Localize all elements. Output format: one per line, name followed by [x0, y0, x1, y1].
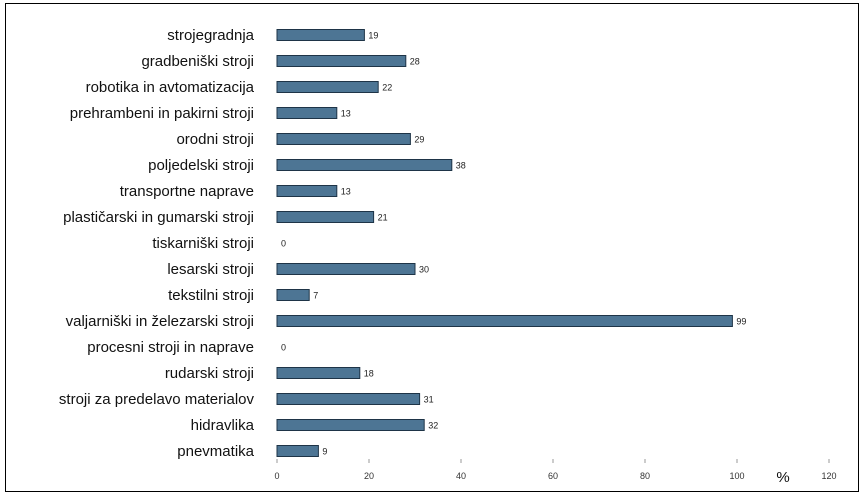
bar [276, 393, 421, 405]
value-label: 19 [368, 31, 378, 41]
value-label: 21 [378, 213, 388, 223]
value-label: 32 [428, 421, 438, 431]
bar [276, 445, 319, 457]
x-tick-label: 20 [364, 471, 374, 481]
category-label: transportne naprave [120, 183, 254, 200]
bar [276, 211, 375, 223]
value-label: 13 [341, 109, 351, 119]
category-label: tiskarniški stroji [152, 235, 254, 252]
value-label: 22 [382, 83, 392, 93]
value-label: 18 [364, 369, 374, 379]
x-tick-label: 40 [456, 471, 466, 481]
category-label: pnevmatika [177, 443, 254, 460]
category-label: poljedelski stroji [148, 157, 254, 174]
value-label: 29 [414, 135, 424, 145]
bar [276, 133, 411, 145]
x-tick-label: 80 [640, 471, 650, 481]
bar [276, 185, 338, 197]
category-label: hidravlika [191, 417, 255, 434]
value-label: 30 [419, 265, 429, 275]
x-axis-unit: % [776, 469, 789, 486]
x-tick-label: 60 [548, 471, 558, 481]
bar [276, 159, 453, 171]
bar [276, 107, 338, 119]
value-label: 31 [424, 395, 434, 405]
category-label: orodni stroji [176, 131, 254, 148]
bar [276, 81, 379, 93]
bar [276, 419, 425, 431]
value-label: 28 [410, 57, 420, 67]
value-label: 7 [313, 291, 318, 301]
bar [276, 289, 310, 301]
category-label: lesarski stroji [167, 261, 254, 278]
x-tick-label: 100 [729, 471, 744, 481]
value-label: 0 [281, 343, 286, 353]
bar [276, 263, 416, 275]
category-label: prehrambeni in pakirni stroji [70, 105, 254, 122]
value-label: 38 [456, 161, 466, 171]
category-label: strojegradnja [167, 27, 254, 44]
bar [276, 55, 407, 67]
value-label: 9 [322, 447, 327, 457]
bar [276, 29, 365, 41]
category-label: tekstilni stroji [168, 287, 254, 304]
category-labels: strojegradnja gradbeniški stroji robotika … [59, 27, 255, 460]
chart-frame [5, 3, 859, 492]
category-label: gradbeniški stroji [141, 53, 254, 70]
x-axis: 0 20 40 60 80 100 120 [274, 459, 837, 481]
value-label: 0 [281, 239, 286, 249]
category-label: procesni stroji in naprave [87, 339, 254, 356]
category-label: plastičarski in gumarski stroji [63, 209, 254, 226]
bars: 19 28 22 13 29 38 13 21 0 30 7 99 0 18 31 32 9 [276, 29, 746, 457]
category-label: rudarski stroji [165, 365, 254, 382]
bar [276, 315, 733, 327]
value-label: 99 [736, 317, 746, 327]
x-tick-label: 0 [274, 471, 279, 481]
category-label: robotika in avtomatizacija [86, 79, 255, 96]
x-tick-label: 120 [821, 471, 836, 481]
bar [276, 367, 361, 379]
category-label: stroji za predelavo materialov [59, 391, 255, 408]
category-label: valjarniški in železarski stroji [66, 313, 254, 330]
value-label: 13 [341, 187, 351, 197]
